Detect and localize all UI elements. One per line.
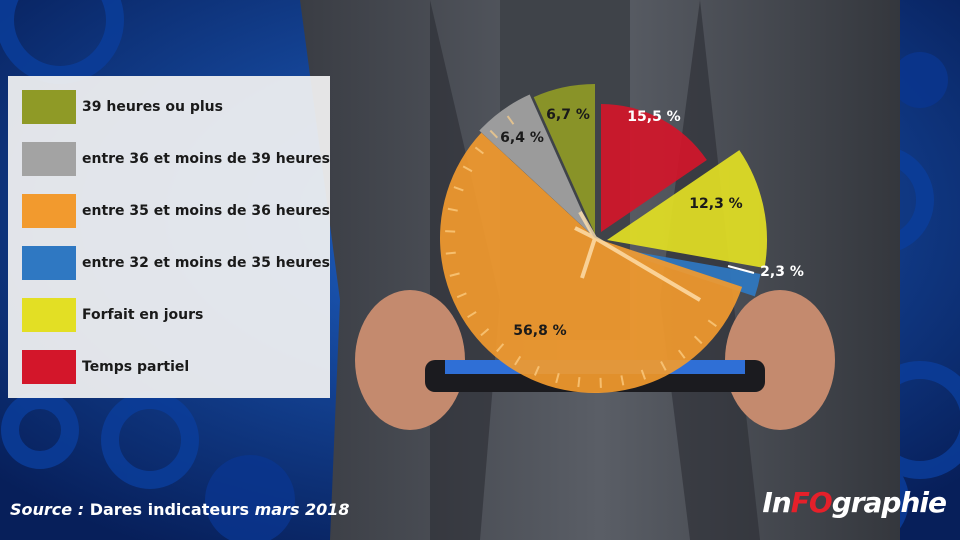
clock-hands [574, 211, 702, 302]
clock-tick [677, 349, 686, 359]
legend: 39 heures ou plus entre 36 et moins de 3… [8, 76, 330, 398]
clock-tick [447, 207, 458, 212]
legend-item: entre 32 et moins de 35 heures [22, 246, 330, 280]
legend-item: Forfait en jours [22, 298, 203, 332]
legend-label: Forfait en jours [82, 307, 204, 323]
legend-item: entre 35 et moins de 36 heures [22, 194, 330, 228]
clock-tick [453, 186, 464, 192]
legend-label: entre 36 et moins de 39 heures [82, 151, 330, 167]
logo-part: graphie [831, 486, 947, 519]
slice-value-label: 2,3 % [760, 264, 804, 280]
clock-tick [489, 129, 499, 139]
clock-tick [660, 360, 667, 371]
legend-label: 39 heures ou plus [82, 99, 223, 115]
legend-swatch [22, 142, 76, 176]
clock-tick [496, 343, 505, 353]
pie-slice [601, 104, 707, 232]
pie-slice [607, 150, 767, 269]
clock-tick [533, 365, 540, 376]
slice-value-label: 15,5 % [627, 109, 680, 125]
clock-tick [707, 319, 717, 327]
clock-tick [620, 375, 625, 386]
infographie-logo: InFOgraphie [762, 486, 947, 519]
slice-value-label: 56,8 % [513, 323, 566, 339]
legend-swatch [22, 90, 76, 124]
clock-tick [480, 328, 490, 337]
clock-tick [462, 165, 473, 173]
legend-label: Temps partiel [82, 359, 190, 375]
slice-value-label: 6,4 % [500, 130, 544, 146]
clock-tick [693, 335, 703, 345]
clock-tick [474, 146, 484, 155]
clock-tick [514, 355, 522, 366]
legend-swatch [22, 194, 76, 228]
legend-item: entre 36 et moins de 39 heures [22, 142, 330, 176]
legend-swatch [22, 298, 76, 332]
pie-slice [440, 132, 743, 393]
slice-value-label: 12,3 % [689, 196, 742, 212]
pie-slice [479, 94, 593, 236]
clock-tick [445, 251, 456, 255]
logo-part: In [762, 486, 791, 519]
clock-tick [449, 272, 460, 277]
leader-line [727, 265, 755, 274]
clock-tick [456, 292, 467, 299]
logo-part: FO [790, 486, 833, 519]
source-text: Dares indicateurs [89, 500, 249, 519]
source-note: Source : Dares indicateurs mars 2018 [10, 500, 350, 519]
pie-slice [533, 84, 595, 234]
clock-tick [577, 377, 581, 388]
clock-tick [467, 311, 477, 319]
slice-value-label: 6,7 % [546, 107, 590, 123]
legend-swatch [22, 350, 76, 384]
legend-item: 39 heures ou plus [22, 90, 223, 124]
legend-label: entre 35 et moins de 36 heures [82, 203, 330, 219]
clock-tick [555, 372, 560, 384]
clock-tick [506, 115, 515, 125]
source-date: mars 2018 [254, 500, 350, 519]
source-prefix: Source : [10, 500, 85, 519]
legend-label: entre 32 et moins de 35 heures [82, 255, 330, 271]
legend-item: Temps partiel [22, 350, 189, 384]
clock-tick [640, 369, 647, 380]
legend-swatch [22, 246, 76, 280]
